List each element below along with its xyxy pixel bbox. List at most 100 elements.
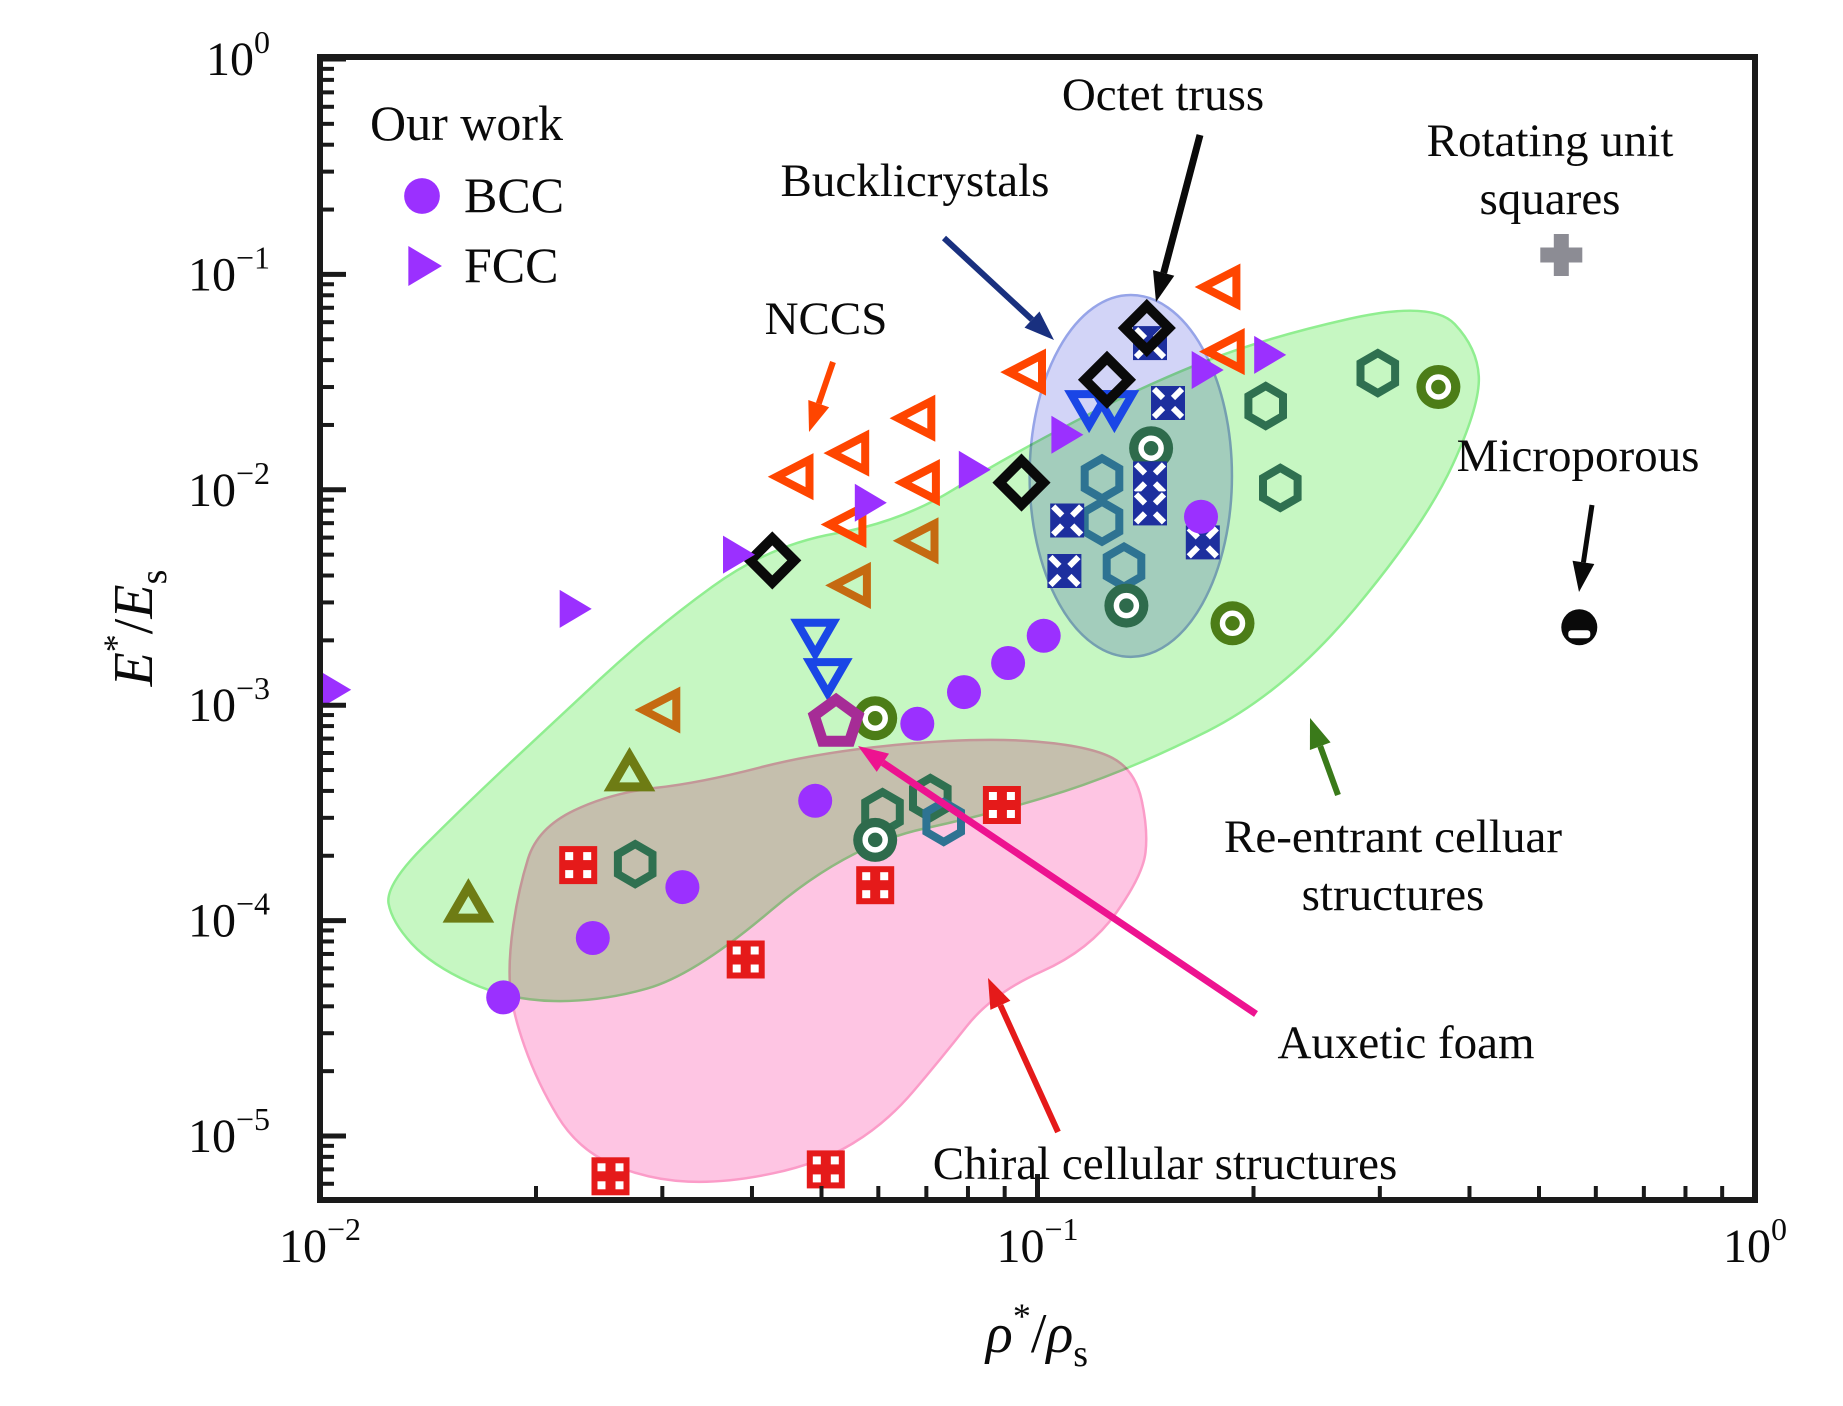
data-point-our_bcc [486,980,521,1015]
data-point-green_donuts_olive [853,696,898,741]
y-axis-title: E*/Es [96,570,175,688]
point-tri-left [1194,263,1241,311]
point-circle [665,870,700,905]
annotation-auxetic-foam: Auxetic foam [858,746,1535,1069]
data-point-olive_triangles [442,878,495,923]
point-donut [1416,365,1461,409]
data-point-olive_triangles [603,746,656,792]
point-donut [853,696,898,741]
data-point-buckli_xsquares [1050,503,1085,538]
data-point-green_hexagons [613,839,657,889]
data-point-chiral_squares [806,1150,845,1189]
annotation-arrowhead [1153,270,1175,302]
point-xsquare-core [1140,468,1160,489]
data-point-chiral_squares [726,940,765,979]
data-point-our_bcc [900,706,935,741]
point-square-dot [583,852,592,861]
data-point-green_donuts_olive [1210,601,1255,646]
point-donut-ring [1113,592,1140,619]
data-point-our_fcc [958,450,991,489]
x-axis-title: ρ*/ρs [984,1296,1088,1375]
point-circle [991,646,1026,680]
data-point-our_bcc [798,783,833,818]
data-point-our_fcc [1051,415,1084,454]
series-rotating_unit_squares [1540,234,1583,276]
annotation-arrowhead [808,400,830,432]
annotation-arrowhead [858,746,890,772]
point-square-dot [880,890,889,899]
series-nccs_dark [634,517,939,734]
point-tri-right [958,450,991,489]
point-tri-right [408,246,442,286]
point-tri-up [442,878,495,923]
data-point-our_bcc [575,921,610,955]
legend-label-bcc: BCC [464,167,564,223]
legend-marker-bcc [404,178,440,214]
point-square-dot [565,870,574,879]
annotation-arrow-shaft [1317,745,1341,797]
annotation-bucklicrystals: Bucklicrystals [781,155,1054,340]
legend-label-fcc: FCC [464,237,559,293]
point-square-dot [1006,792,1015,800]
data-point-nccs_dark [634,686,681,734]
data-point-our_fcc [1191,351,1224,389]
data-point-chiral_squares [559,846,598,885]
annotation-label: Chiral cellular structures [933,1138,1398,1190]
data-point-our_bcc [1026,618,1061,653]
x-tick-label: 10−2 [279,1211,361,1273]
point-hexagon [1080,497,1124,547]
point-hexagon [1356,348,1400,398]
annotation-arrowhead [988,978,1011,1010]
point-donut [1104,583,1149,628]
point-xsquare-core [1140,498,1160,519]
series-auxetic_pentagon [807,692,865,747]
point-tri-right [854,483,887,522]
legend: Our work BCC FCC [370,95,564,293]
data-point-green_donuts_dark [1104,583,1149,628]
data-point-our_fcc [854,483,887,522]
point-tri-down [1064,390,1115,434]
annotation-label: squares [1480,173,1621,225]
data-point-green_hexagons [1259,463,1302,513]
data-point-green_hexagons [1356,348,1400,398]
y-tick-label: 100 [206,24,270,86]
point-tri-left [892,517,939,565]
point-tri-left [820,500,867,549]
data-point-green_donuts_dark [853,817,898,862]
point-diamond [1117,298,1176,358]
annotation-rotating-unit-squares: Rotating unit squares [1427,115,1674,225]
point-donut [1210,601,1255,646]
point-tri-left [889,394,936,442]
point-square [726,940,765,979]
data-point-buckli_xsquares [1185,525,1220,560]
annotation-chiral-cellular: Chiral cellular structures [933,978,1398,1190]
point-tri-left [823,429,870,477]
data-point-green_donuts_dark [1129,426,1174,471]
point-donut-ring [862,705,888,731]
annotation-arrowhead [1572,560,1595,592]
annotation-label: Rotating unit [1427,115,1674,167]
data-point-teal_hexagons [1080,497,1124,547]
annotation-label: Auxetic foam [1277,1017,1534,1069]
point-tri-up [603,746,656,792]
data-point-nccs [1198,328,1245,376]
point-square-dot [583,870,592,879]
point-square-dot [615,1163,624,1172]
annotation-label: Microporous [1457,430,1700,482]
point-square-dot [615,1181,624,1190]
point-square-dot [732,946,741,955]
data-point-buckli_xsquares [1047,554,1082,588]
point-diamond [992,453,1051,512]
point-donut-ring [1219,610,1246,637]
annotation-re-entrant: Re-entrant celluar structures [1224,718,1562,921]
point-circle [1026,618,1061,653]
point-square-dot [880,872,889,881]
x-tick-label: 100 [1723,1211,1787,1273]
y-tick-label: 10−4 [188,886,270,948]
point-square [591,1157,630,1196]
point-xsquare-core [1057,510,1078,531]
point-diamond [1077,350,1137,409]
point-hexagon [1244,381,1287,431]
